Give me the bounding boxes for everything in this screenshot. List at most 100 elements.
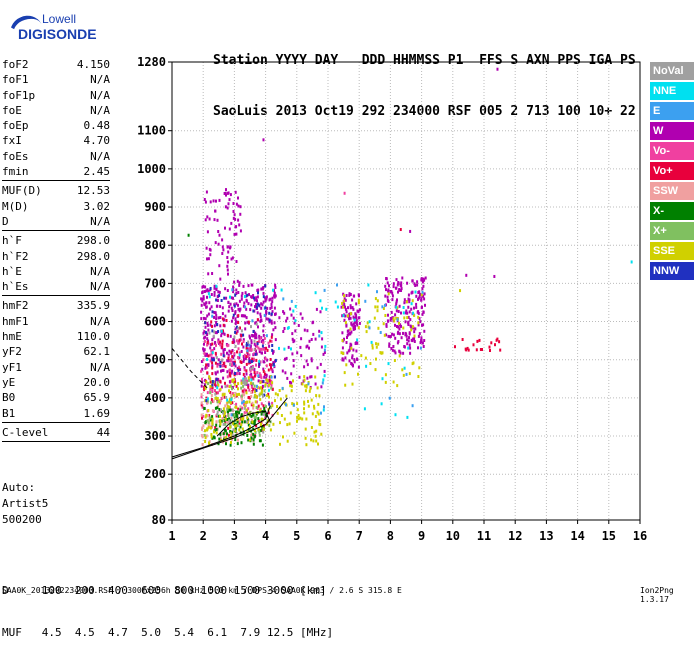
- echo-point: [208, 217, 211, 221]
- echo-point: [265, 364, 268, 368]
- echo-point: [280, 288, 283, 292]
- echo-point: [384, 303, 386, 307]
- echo-point: [410, 325, 413, 329]
- echo-point: [351, 354, 354, 358]
- echo-point: [262, 291, 265, 295]
- echo-point: [364, 299, 367, 303]
- echo-point: [209, 307, 212, 311]
- echo-point: [229, 425, 232, 429]
- echo-point: [314, 291, 317, 295]
- echo-point: [221, 342, 224, 346]
- param-name: foF1: [2, 73, 29, 87]
- echo-point: [348, 292, 351, 296]
- echo-point: [262, 404, 265, 408]
- echo-point: [234, 438, 237, 442]
- echo-point: [304, 384, 307, 388]
- echo-point: [290, 372, 293, 376]
- echo-point: [265, 317, 268, 321]
- echo-point: [252, 427, 255, 431]
- echo-point: [245, 389, 248, 393]
- echo-point: [241, 420, 244, 424]
- echo-point: [206, 419, 209, 423]
- echo-point: [222, 323, 225, 327]
- echo-point: [496, 67, 499, 71]
- echo-point: [231, 401, 234, 405]
- echo-point: [260, 306, 263, 310]
- echo-point: [411, 362, 414, 366]
- echo-point: [393, 319, 396, 323]
- echo-point: [252, 438, 255, 442]
- echo-point: [283, 347, 286, 351]
- echo-point: [209, 401, 212, 405]
- echo-point: [341, 314, 344, 318]
- y-tick-label: 800: [144, 238, 166, 252]
- echo-point: [203, 336, 206, 340]
- digisonde-logo: Lowell DIGISONDE: [5, 6, 97, 52]
- echo-point: [286, 423, 289, 427]
- echo-point: [319, 299, 322, 303]
- echo-point: [274, 358, 277, 362]
- echo-point: [346, 336, 348, 339]
- echo-point: [236, 410, 239, 414]
- echo-point: [234, 427, 237, 431]
- clevel-name: C-level: [2, 425, 49, 439]
- echo-point: [254, 331, 257, 335]
- echo-point: [239, 368, 242, 372]
- param-row: D N/A: [2, 214, 110, 229]
- echo-point: [409, 229, 412, 233]
- echo-point: [357, 365, 360, 369]
- param-row: foEs N/A: [2, 149, 110, 164]
- echo-point: [237, 218, 240, 222]
- echo-point: [392, 380, 395, 384]
- echo-point: [218, 290, 221, 294]
- echo-point: [219, 414, 221, 418]
- echo-point: [231, 392, 234, 396]
- param-value: 12.53: [76, 184, 110, 198]
- echo-point: [222, 407, 225, 411]
- echo-point: [237, 303, 239, 307]
- echo-point: [242, 384, 245, 388]
- echo-point: [273, 306, 276, 310]
- echo-point: [324, 344, 327, 348]
- echo-point: [414, 327, 417, 331]
- echo-point: [207, 257, 210, 261]
- echo-point: [459, 289, 462, 293]
- echo-point: [206, 333, 209, 337]
- echo-point: [254, 415, 257, 419]
- echo-point: [222, 348, 225, 352]
- clevel-row: C-level 44: [2, 425, 110, 440]
- echo-point: [268, 320, 271, 324]
- echo-point: [261, 387, 264, 391]
- echo-point: [391, 294, 394, 298]
- echo-point: [408, 372, 411, 376]
- autoscaling-info: Auto: Artist5 500200: [2, 480, 48, 528]
- echo-point: [305, 359, 308, 363]
- echo-point: [306, 329, 309, 333]
- echo-point: [240, 441, 243, 445]
- echo-point: [287, 345, 290, 349]
- echo-point: [296, 419, 298, 423]
- echo-point: [289, 307, 292, 311]
- echo-point: [252, 382, 255, 386]
- param-row: foF2 4.150: [2, 57, 110, 72]
- echo-point: [379, 351, 382, 355]
- echo-point: [242, 333, 245, 337]
- echo-point: [253, 374, 256, 378]
- echo-point: [257, 374, 260, 378]
- echo-point: [242, 430, 245, 434]
- echo-point: [351, 382, 354, 386]
- echo-point: [376, 305, 379, 309]
- x-tick-label: 6: [324, 529, 331, 543]
- echo-point: [412, 311, 415, 315]
- echo-point: [214, 311, 217, 315]
- echo-point: [230, 416, 233, 420]
- auto-label: Auto:: [2, 481, 36, 494]
- echo-point: [417, 375, 420, 378]
- echo-point: [244, 401, 247, 405]
- echo-point: [249, 344, 252, 348]
- echo-point: [272, 328, 275, 332]
- echo-point: [262, 412, 265, 416]
- echo-point: [219, 422, 222, 426]
- echo-point: [398, 327, 401, 331]
- echo-point: [201, 443, 204, 447]
